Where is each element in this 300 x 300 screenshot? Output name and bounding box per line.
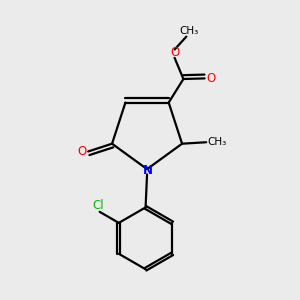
Text: O: O	[170, 46, 179, 59]
Text: N: N	[143, 164, 153, 177]
Text: O: O	[206, 72, 216, 85]
Text: Cl: Cl	[92, 199, 104, 212]
Text: CH₃: CH₃	[180, 26, 199, 36]
Text: O: O	[77, 145, 86, 158]
Text: CH₃: CH₃	[208, 137, 227, 147]
